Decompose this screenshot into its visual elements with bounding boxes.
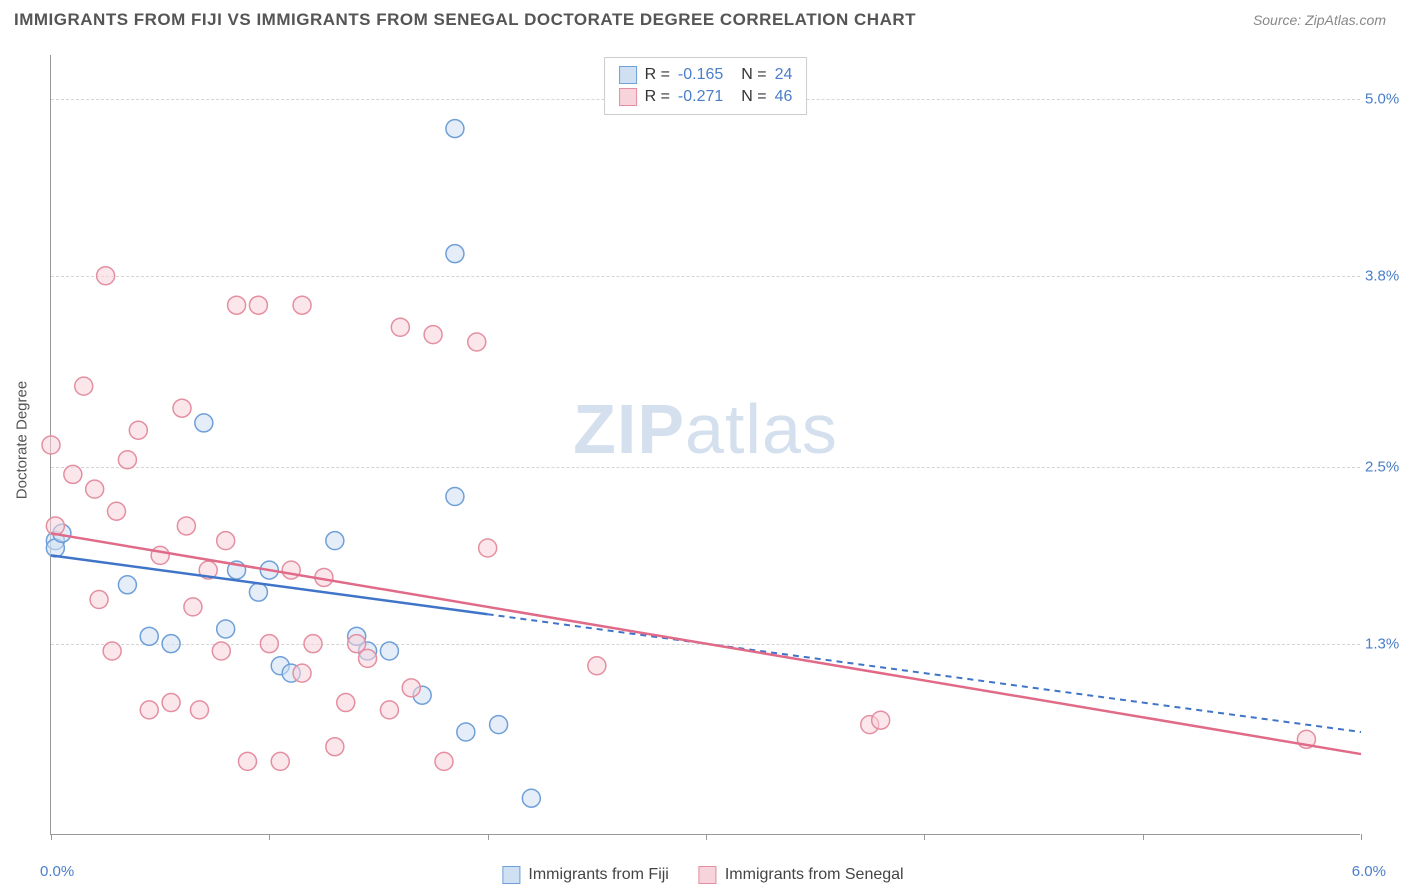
data-point [249,296,267,314]
y-tick-label: 3.8% [1365,267,1406,284]
legend-swatch-fiji-icon [502,866,520,884]
data-point [282,561,300,579]
data-point [326,738,344,756]
data-point [293,296,311,314]
data-point [457,723,475,741]
data-point [326,532,344,550]
x-tick [269,834,270,840]
y-axis-label: Doctorate Degree [14,381,31,499]
x-tick [1143,834,1144,840]
data-point [337,694,355,712]
data-point [90,591,108,609]
data-point [162,694,180,712]
y-tick-label: 1.3% [1365,635,1406,652]
data-point [446,488,464,506]
data-point [177,517,195,535]
data-point [162,635,180,653]
data-point [64,465,82,483]
data-point [872,711,890,729]
n-value-senegal: 46 [775,88,793,106]
x-tick [706,834,707,840]
legend-swatch-senegal [619,88,637,106]
legend-swatch-fiji [619,66,637,84]
x-tick [1361,834,1362,840]
data-point [239,752,257,770]
data-point [103,642,121,660]
data-point [490,716,508,734]
data-point [129,421,147,439]
x-tick [51,834,52,840]
legend-item-senegal: Immigrants from Senegal [699,866,904,884]
data-point [173,399,191,417]
data-point [446,245,464,263]
data-point [479,539,497,557]
data-point [140,701,158,719]
source-label: Source: ZipAtlas.com [1253,12,1386,28]
legend-item-fiji: Immigrants from Fiji [502,866,668,884]
data-point [75,377,93,395]
data-point [212,642,230,660]
data-point [86,480,104,498]
trend-line-dashed [488,614,1361,732]
data-point [380,701,398,719]
data-point [391,318,409,336]
data-point [249,583,267,601]
data-point [228,296,246,314]
chart-title: IMMIGRANTS FROM FIJI VS IMMIGRANTS FROM … [14,10,916,30]
data-point [46,517,64,535]
data-point [190,701,208,719]
x-max-label: 6.0% [1352,863,1386,880]
data-point [435,752,453,770]
data-point [118,451,136,469]
trend-line [51,533,1361,754]
data-point [195,414,213,432]
data-point [217,620,235,638]
legend-label-senegal: Immigrants from Senegal [725,866,904,884]
legend-correlation-box: R = -0.165 N = 24 R = -0.271 N = 46 [604,57,808,115]
data-point [140,627,158,645]
y-tick-label: 2.5% [1365,459,1406,476]
legend-swatch-senegal-icon [699,866,717,884]
data-point [380,642,398,660]
data-point [468,333,486,351]
r-value-fiji: -0.165 [678,66,723,84]
legend-bottom: Immigrants from Fiji Immigrants from Sen… [502,866,903,884]
x-tick [924,834,925,840]
x-tick [488,834,489,840]
legend-row-fiji: R = -0.165 N = 24 [619,64,793,86]
data-point [217,532,235,550]
scatter-plot-svg [51,55,1360,834]
data-point [588,657,606,675]
data-point [522,789,540,807]
data-point [97,267,115,285]
data-point [402,679,420,697]
data-point [304,635,322,653]
n-value-fiji: 24 [775,66,793,84]
data-point [118,576,136,594]
data-point [42,436,60,454]
data-point [151,546,169,564]
data-point [184,598,202,616]
data-point [359,649,377,667]
data-point [293,664,311,682]
data-point [424,326,442,344]
data-point [446,120,464,138]
chart-plot-area: ZIPatlas 1.3%2.5%3.8%5.0% R = -0.165 N =… [50,55,1360,835]
title-bar: IMMIGRANTS FROM FIJI VS IMMIGRANTS FROM … [0,0,1406,35]
data-point [271,752,289,770]
r-value-senegal: -0.271 [678,88,723,106]
legend-label-fiji: Immigrants from Fiji [528,866,668,884]
x-min-label: 0.0% [40,863,74,880]
data-point [108,502,126,520]
legend-row-senegal: R = -0.271 N = 46 [619,86,793,108]
data-point [260,635,278,653]
y-tick-label: 5.0% [1365,91,1406,108]
